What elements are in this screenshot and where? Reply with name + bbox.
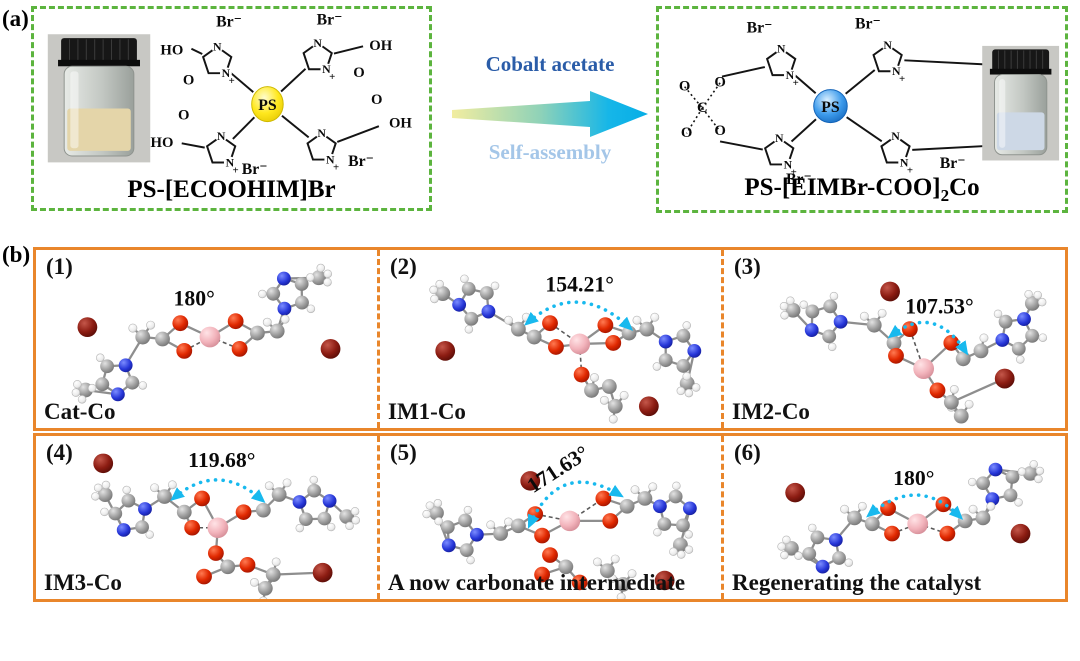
- structures-row-1: (1) 180° Cat-Co (2) 154.21° IM1-Co (3) 1…: [33, 247, 1068, 431]
- panel-number: (4): [46, 440, 73, 465]
- molecule-im3-co: 119.68°: [91, 448, 361, 599]
- svg-text:180°: 180°: [173, 286, 214, 310]
- svg-text:O: O: [679, 79, 690, 95]
- panel-im1-co: (2) 154.21° IM1-Co: [377, 250, 721, 428]
- panel-caption: IM3-Co: [44, 570, 122, 595]
- svg-text:O: O: [714, 75, 725, 91]
- panel-caption: Regenerating the catalyst: [732, 570, 982, 595]
- svg-text:O: O: [183, 73, 194, 89]
- svg-text:+: +: [793, 77, 799, 89]
- svg-text:119.68°: 119.68°: [188, 448, 255, 472]
- svg-text:+: +: [791, 166, 797, 178]
- legend: Swing Angle HCNOBrCo: [0, 610, 1080, 661]
- svg-text:N: N: [883, 39, 892, 52]
- svg-text:180°: 180°: [893, 466, 934, 490]
- panel-number: (5): [390, 440, 417, 465]
- svg-text:N: N: [317, 127, 326, 140]
- panel-number: (6): [734, 440, 761, 465]
- panel-cat-co: (1) 180° Cat-Co: [36, 250, 377, 428]
- panel-caption: Cat-Co: [44, 399, 116, 424]
- product-structure-drawing: NN+NN+NN+NN+OOCOOOOCOOPSBr⁻Br⁻Br⁻Br⁻: [679, 16, 1060, 188]
- svg-text:N: N: [326, 154, 335, 167]
- svg-text:N: N: [784, 158, 793, 171]
- svg-text:Br⁻: Br⁻: [242, 161, 268, 178]
- svg-text:+: +: [333, 161, 339, 173]
- svg-text:154.21°: 154.21°: [545, 273, 613, 297]
- svg-text:N: N: [222, 67, 231, 80]
- svg-text:N: N: [322, 63, 331, 76]
- svg-text:O: O: [371, 92, 382, 108]
- reaction-arrow: [450, 86, 650, 142]
- product-name-sub: 2: [940, 186, 950, 205]
- svg-text:N: N: [226, 156, 235, 169]
- svg-text:+: +: [899, 73, 905, 85]
- arrow-top-label: Cobalt acetate: [485, 52, 615, 76]
- molecule-cat-co: 180°: [71, 263, 341, 404]
- svg-text:N: N: [213, 41, 222, 54]
- structures-row-2: (4) 119.68° IM3-Co (5) 171.63° A now car…: [33, 433, 1068, 602]
- svg-text:HO: HO: [151, 135, 174, 151]
- svg-text:O: O: [714, 123, 725, 139]
- reaction-arrow-shape: [452, 91, 648, 137]
- svg-text:+: +: [229, 75, 235, 87]
- panel-number: (1): [46, 254, 73, 279]
- svg-text:OH: OH: [389, 116, 413, 132]
- svg-text:+: +: [907, 164, 913, 176]
- svg-text:C: C: [697, 100, 708, 116]
- panel-carbonate-intermediate: (5) 171.63° A now carbonate intermediate: [377, 436, 721, 599]
- product-name-main: PS-[EIMBr-COO]: [744, 174, 941, 201]
- panel-caption: A now carbonate intermediate: [388, 570, 686, 595]
- reactant-name: PS-[ECOOHIM]Br: [127, 176, 336, 203]
- panel-caption: IM2-Co: [732, 399, 810, 424]
- svg-text:N: N: [775, 132, 784, 145]
- svg-text:O: O: [178, 108, 189, 124]
- svg-text:Br⁻: Br⁻: [216, 14, 242, 31]
- arrow-bottom-label: Self-assembly: [488, 140, 612, 164]
- svg-text:N: N: [891, 130, 900, 143]
- svg-text:N: N: [900, 157, 909, 170]
- svg-text:107.53°: 107.53°: [905, 294, 973, 318]
- panel-caption: IM1-Co: [388, 399, 466, 424]
- product-name-tail: Co: [949, 174, 980, 201]
- molecule-regenerating-catalyst: 180°: [777, 460, 1045, 574]
- svg-text:O: O: [681, 125, 692, 141]
- svg-text:Br⁻: Br⁻: [786, 171, 812, 188]
- panel-regenerating-catalyst: (6) 180° Regenerating the catalyst: [721, 436, 1065, 599]
- svg-text:N: N: [313, 37, 322, 50]
- panel-number: (2): [390, 254, 417, 279]
- svg-text:N: N: [892, 65, 901, 78]
- svg-text:PS: PS: [258, 97, 277, 114]
- molecule-im1-co: 154.21°: [429, 273, 702, 424]
- svg-text:+: +: [329, 71, 335, 83]
- svg-text:HO: HO: [160, 43, 183, 59]
- svg-text:N: N: [777, 43, 786, 56]
- product-name: PS-[EIMBr-COO]2Co: [659, 174, 1065, 206]
- svg-text:O: O: [353, 65, 364, 81]
- svg-text:Br⁻: Br⁻: [348, 153, 374, 170]
- svg-text:PS: PS: [821, 99, 840, 116]
- panel-im3-co: (4) 119.68° IM3-Co: [36, 436, 377, 599]
- svg-text:Br⁻: Br⁻: [855, 16, 881, 33]
- panel-b-tag: (b): [2, 242, 31, 267]
- svg-text:Br⁻: Br⁻: [317, 12, 343, 29]
- reactant-box: N N + N N + N N + N N + PS HO O OH O HO O OH O Br⁻ Br⁻ Br⁻ Br⁻ P…: [31, 6, 432, 211]
- svg-text:+: +: [233, 164, 239, 176]
- svg-text:N: N: [217, 130, 226, 143]
- panel-number: (3): [734, 254, 761, 279]
- panel-a-tag: (a): [2, 6, 29, 31]
- svg-text:OH: OH: [369, 38, 393, 54]
- svg-text:N: N: [786, 69, 795, 82]
- svg-text:Br⁻: Br⁻: [940, 155, 966, 172]
- molecule-im2-co: 107.53°: [779, 281, 1048, 424]
- svg-text:Br⁻: Br⁻: [747, 19, 773, 36]
- panel-im2-co: (3) 107.53° IM2-Co: [721, 250, 1065, 428]
- molecule-carbonate-intermediate: 171.63°: [422, 441, 697, 599]
- product-box: NN+NN+NN+NN+OOCOOOOCOOPSBr⁻Br⁻Br⁻Br⁻ PS-…: [656, 6, 1068, 213]
